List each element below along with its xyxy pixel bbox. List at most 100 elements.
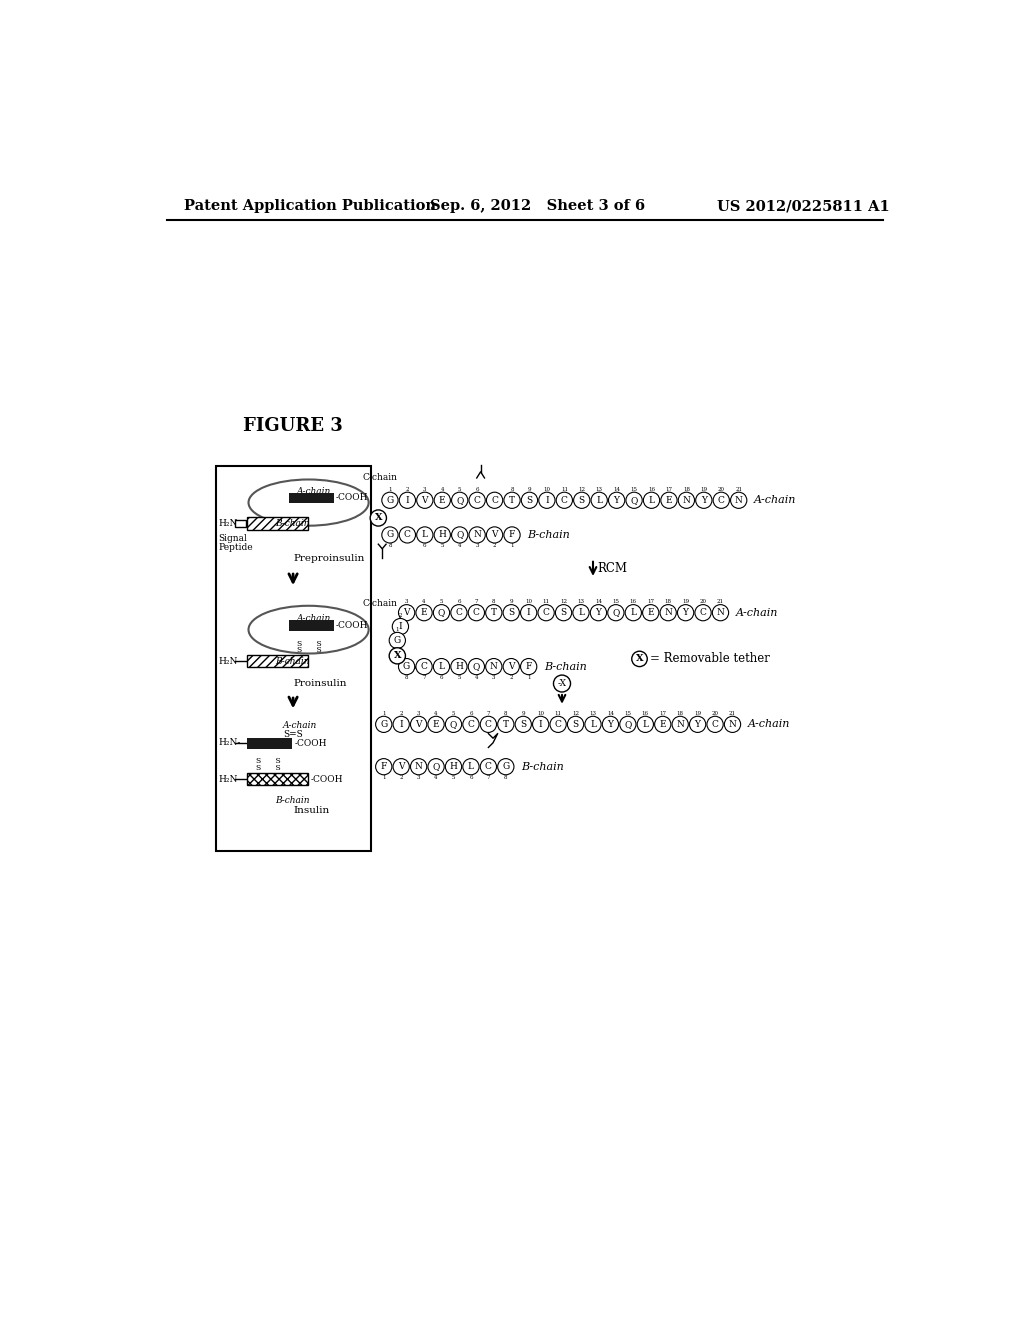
Text: A-chain: A-chain	[748, 719, 791, 730]
Text: 7: 7	[422, 675, 426, 680]
Text: E: E	[666, 496, 673, 504]
Text: 5: 5	[458, 487, 462, 492]
Text: 2: 2	[493, 544, 497, 548]
Text: L: L	[422, 531, 428, 540]
Circle shape	[538, 605, 554, 620]
Text: F: F	[525, 663, 531, 671]
Text: 5: 5	[439, 599, 443, 605]
Circle shape	[591, 492, 607, 508]
Text: 6: 6	[475, 487, 479, 492]
Text: S: S	[579, 496, 585, 504]
Text: L: L	[596, 496, 602, 504]
Circle shape	[468, 659, 484, 675]
Circle shape	[626, 492, 642, 508]
Text: Q: Q	[625, 719, 632, 729]
Text: G: G	[386, 496, 393, 504]
Circle shape	[445, 759, 462, 775]
Text: N: N	[728, 719, 736, 729]
Text: V: V	[403, 609, 410, 618]
Text: Y: Y	[700, 496, 707, 504]
Text: FIGURE 3: FIGURE 3	[243, 417, 342, 436]
Circle shape	[504, 492, 520, 508]
Text: 10: 10	[538, 711, 544, 715]
Circle shape	[393, 717, 410, 733]
Text: S=S: S=S	[283, 730, 303, 739]
Text: 14: 14	[613, 487, 621, 492]
Text: C: C	[492, 496, 498, 504]
Text: 19: 19	[694, 711, 701, 715]
Text: 4: 4	[458, 544, 462, 548]
Circle shape	[503, 659, 519, 675]
Text: S      S: S S	[297, 639, 322, 648]
Circle shape	[660, 605, 676, 620]
Circle shape	[371, 510, 386, 527]
Text: -COOH: -COOH	[336, 622, 369, 630]
Text: 8: 8	[510, 487, 514, 492]
Circle shape	[480, 759, 497, 775]
Text: 20: 20	[699, 599, 707, 605]
Text: N: N	[473, 531, 481, 540]
Text: Q: Q	[456, 496, 464, 504]
Text: I: I	[545, 496, 549, 504]
Circle shape	[689, 717, 706, 733]
Circle shape	[451, 659, 467, 675]
Text: B-chain: B-chain	[521, 762, 564, 772]
Text: 1: 1	[388, 487, 392, 492]
Circle shape	[485, 605, 502, 620]
Text: 15: 15	[625, 711, 632, 715]
Circle shape	[445, 717, 462, 733]
Text: E: E	[433, 719, 439, 729]
Bar	[248, 517, 308, 529]
Text: 11: 11	[543, 599, 550, 605]
Text: 1: 1	[382, 775, 385, 780]
Text: L: L	[468, 762, 474, 771]
Text: B-chain: B-chain	[544, 661, 587, 672]
Text: Proinsulin: Proinsulin	[293, 678, 346, 688]
Circle shape	[608, 492, 625, 508]
Text: I: I	[539, 719, 543, 729]
Text: 3: 3	[417, 775, 421, 780]
Text: S      S: S S	[256, 764, 281, 772]
Text: 8: 8	[388, 544, 392, 548]
Text: C-chain: C-chain	[362, 599, 397, 609]
Text: 11: 11	[555, 711, 561, 715]
Circle shape	[480, 717, 497, 733]
Text: -COOH: -COOH	[310, 775, 343, 784]
Text: L: L	[590, 719, 596, 729]
Text: Y: Y	[607, 719, 613, 729]
Circle shape	[452, 527, 468, 543]
Circle shape	[730, 492, 746, 508]
Text: 21: 21	[729, 711, 736, 715]
Text: S: S	[572, 719, 579, 729]
Text: Q: Q	[438, 609, 445, 618]
Text: = Removable tether: = Removable tether	[649, 652, 769, 665]
Text: H₂N-: H₂N-	[219, 775, 241, 784]
Text: 9: 9	[521, 711, 525, 715]
Text: 17: 17	[647, 599, 654, 605]
Text: Q: Q	[432, 762, 439, 771]
Text: A-chain: A-chain	[755, 495, 797, 506]
Text: N: N	[676, 719, 684, 729]
Text: 2: 2	[398, 614, 402, 618]
Circle shape	[678, 605, 693, 620]
Text: 2: 2	[510, 675, 513, 680]
Text: Peptide: Peptide	[219, 543, 253, 552]
Circle shape	[486, 527, 503, 543]
Text: B-chain: B-chain	[275, 796, 309, 805]
Text: 3: 3	[417, 711, 421, 715]
Circle shape	[434, 527, 451, 543]
Circle shape	[539, 492, 555, 508]
Circle shape	[393, 759, 410, 775]
Text: Q: Q	[473, 663, 480, 671]
Text: -COOH: -COOH	[295, 739, 327, 748]
Circle shape	[626, 605, 641, 620]
Text: B-chain: B-chain	[275, 519, 309, 528]
Text: 6: 6	[423, 544, 427, 548]
Text: H₂N-: H₂N-	[219, 519, 241, 528]
Circle shape	[660, 492, 677, 508]
Text: 11: 11	[561, 487, 568, 492]
Text: S      S: S S	[297, 647, 322, 655]
Text: 2: 2	[399, 711, 402, 715]
Circle shape	[399, 492, 416, 508]
Circle shape	[532, 717, 549, 733]
